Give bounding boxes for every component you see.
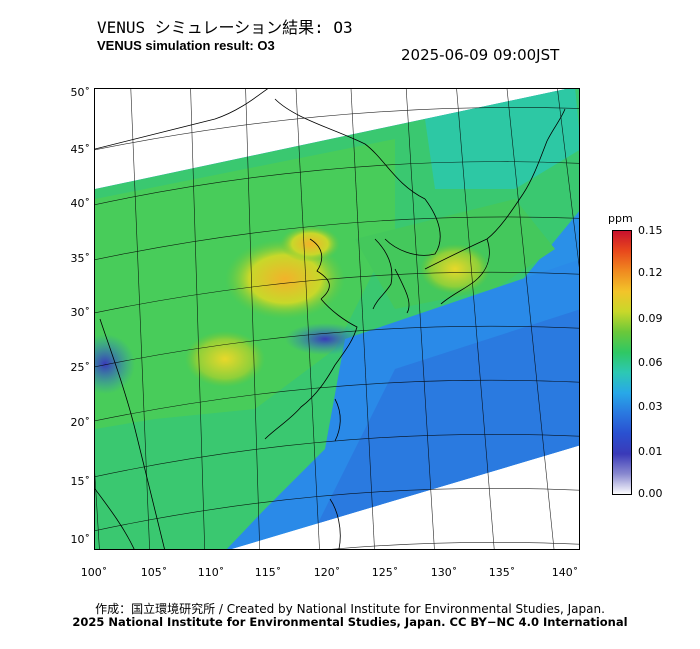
longitude-label: 120˚ <box>313 566 341 579</box>
o3-concentration-field <box>95 89 579 549</box>
colorbar-tick: 0.12 <box>638 266 663 279</box>
colorbar-unit: ppm <box>608 212 633 225</box>
map-panel <box>94 88 580 550</box>
latitude-label: 25˚ <box>70 361 91 374</box>
map-canvas <box>95 89 579 549</box>
colorbar-gradient <box>612 230 636 495</box>
latitude-label: 50˚ <box>70 86 91 99</box>
latitude-label: 20˚ <box>70 416 91 429</box>
longitude-label: 110˚ <box>197 566 225 579</box>
map-title-japanese: VENUS シミュレーション結果: O3 <box>97 18 353 37</box>
longitude-label: 125˚ <box>371 566 399 579</box>
longitude-label: 140˚ <box>551 566 579 579</box>
colorbar-tick: 0.15 <box>638 224 663 237</box>
latitude-label: 30˚ <box>70 306 91 319</box>
colorbar-tick: 0.00 <box>638 487 663 500</box>
latitude-label: 40˚ <box>70 197 91 210</box>
latitude-label: 35˚ <box>70 252 91 265</box>
longitude-label: 105˚ <box>140 566 168 579</box>
longitude-label: 100˚ <box>80 566 108 579</box>
license-line: 2025 National Institute for Environmenta… <box>72 615 628 629</box>
colorbar-tick: 0.09 <box>638 312 663 325</box>
latitude-label: 10˚ <box>70 533 91 546</box>
colorbar-tick: 0.06 <box>638 356 663 369</box>
longitude-label: 135˚ <box>488 566 516 579</box>
colorbar-tick: 0.03 <box>638 400 663 413</box>
credit-line: 作成：国立環境研究所 / Created by National Institu… <box>95 602 605 616</box>
longitude-label: 115˚ <box>254 566 282 579</box>
latitude-label: 45˚ <box>70 143 91 156</box>
graticule <box>95 89 579 549</box>
colorbar-tick: 0.01 <box>638 445 663 458</box>
longitude-label: 130˚ <box>430 566 458 579</box>
map-title-english: VENUS simulation result: O3 <box>97 38 275 53</box>
coastlines <box>95 89 566 549</box>
colorbar <box>612 230 636 495</box>
latitude-label: 15˚ <box>70 475 91 488</box>
forecast-timestamp: 2025-06-09 09:00JST <box>401 46 560 64</box>
